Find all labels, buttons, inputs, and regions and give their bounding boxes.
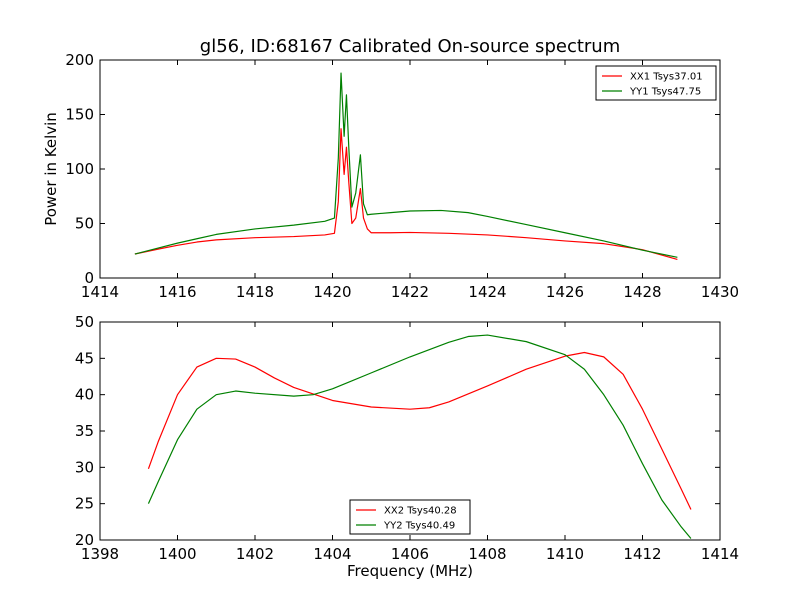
legend-label: XX1 Tsys37.01: [630, 72, 703, 83]
x-tick-label: 1422: [391, 283, 429, 301]
y-tick-label: 200: [65, 51, 94, 69]
y-tick-label: 45: [75, 349, 94, 367]
x-tick-label: 1404: [313, 545, 351, 563]
x-tick-label: 1402: [236, 545, 274, 563]
y-tick-label: 100: [65, 160, 94, 178]
legend-label: YY2 Tsys40.49: [383, 521, 455, 532]
y-tick-label: 35: [75, 422, 94, 440]
x-tick-label: 1398: [81, 545, 119, 563]
y-tick-label: 25: [75, 495, 94, 513]
y-axis-label: Power in Kelvin: [42, 112, 60, 226]
series-line-2: [147, 334, 692, 539]
legend-label: XX2 Tsys40.28: [384, 506, 457, 517]
x-tick-label: 1406: [391, 545, 429, 563]
x-tick-label: 1414: [81, 283, 119, 301]
series-line-2: [134, 72, 678, 258]
legend-label: YY1 Tsys47.75: [629, 87, 701, 98]
y-tick-label: 20: [75, 531, 94, 549]
chart-panel-2: 1398 1400 1402 1404 1406 1408 1410 1412 1414 20 25…: [75, 313, 739, 580]
x-tick-label: 1430: [701, 283, 739, 301]
x-tick-label: 1424: [468, 283, 506, 301]
legend: XX2 Tsys40.28 YY2 Tsys40.49: [349, 499, 471, 535]
y-tick-label: 40: [75, 386, 94, 404]
y-tick-label: 50: [75, 313, 94, 331]
x-tick-label: 1426: [546, 283, 584, 301]
x-tick-label: 1410: [546, 545, 584, 563]
series-line-1: [147, 351, 692, 510]
x-tick-label: 1414: [701, 545, 739, 563]
x-tick-label: 1400: [158, 545, 196, 563]
x-tick-label: 1416: [158, 283, 196, 301]
x-tick-label: 1420: [313, 283, 351, 301]
x-tick-label: 1412: [623, 545, 661, 563]
series-line-1: [134, 128, 678, 261]
legend-box: [595, 65, 717, 101]
chart-panel-1: gl56, ID:68167 Calibrated On-source spec…: [42, 36, 739, 301]
x-axis-label: Frequency (MHz): [347, 562, 473, 580]
x-tick-label: 1408: [468, 545, 506, 563]
legend: XX1 Tsys37.01 YY1 Tsys47.75: [595, 65, 717, 101]
y-tick-label: 50: [75, 215, 94, 233]
y-tick-label: 30: [75, 458, 94, 476]
legend-box: [349, 499, 471, 535]
y-tick-label: 0: [84, 269, 94, 287]
x-tick-label: 1418: [236, 283, 274, 301]
chart-title: gl56, ID:68167 Calibrated On-source spec…: [200, 36, 620, 57]
x-tick-label: 1428: [623, 283, 661, 301]
y-tick-label: 150: [65, 106, 94, 124]
